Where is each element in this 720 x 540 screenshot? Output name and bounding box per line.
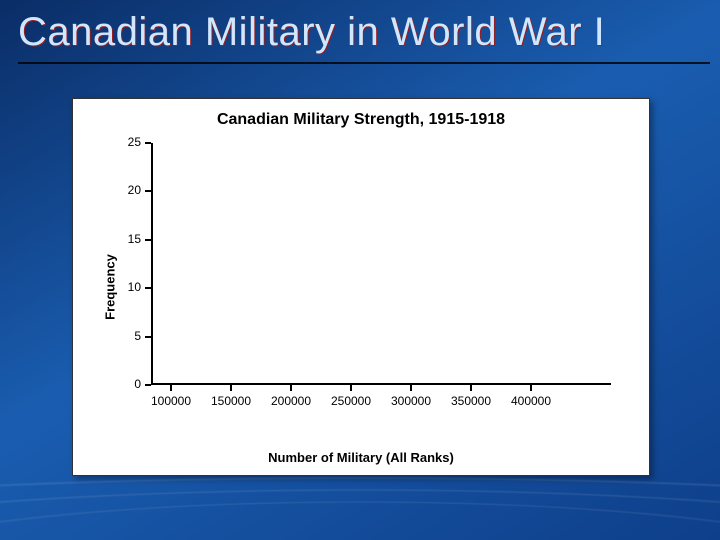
x-axis-label: Number of Military (All Ranks)	[73, 450, 649, 465]
chart-card: Canadian Military Strength, 1915-1918 Fr…	[72, 98, 650, 476]
x-tick	[350, 385, 352, 391]
x-tick-label: 150000	[205, 394, 257, 408]
x-tick-label: 100000	[145, 394, 197, 408]
y-tick	[145, 336, 151, 338]
y-tick	[145, 190, 151, 192]
slide-title-text: Canadian Military in World War I	[18, 10, 605, 54]
x-tick	[230, 385, 232, 391]
bar	[471, 182, 531, 385]
slide-title: Canadian Military in World War I	[18, 10, 702, 55]
x-tick-label: 350000	[445, 394, 497, 408]
y-tick-label: 0	[134, 377, 141, 391]
x-tick	[530, 385, 532, 391]
x-tick	[470, 385, 472, 391]
slide-root: Canadian Military in World War I Canadia…	[0, 0, 720, 540]
y-tick-label: 5	[134, 329, 141, 343]
x-tick	[170, 385, 172, 391]
title-underline	[18, 62, 710, 64]
x-tick	[410, 385, 412, 391]
bars-layer	[151, 143, 611, 385]
bar	[171, 337, 231, 385]
bar	[411, 327, 471, 385]
x-tick-label: 200000	[265, 394, 317, 408]
y-tick-label: 25	[128, 135, 141, 149]
plot-area: 0510152025100000150000200000250000300000…	[151, 143, 611, 385]
x-tick-label: 400000	[505, 394, 557, 408]
bar	[231, 346, 291, 385]
y-axis	[151, 143, 153, 385]
chart-title: Canadian Military Strength, 1915-1918	[73, 111, 649, 129]
y-tick	[145, 287, 151, 289]
bar	[291, 356, 351, 385]
bar	[531, 317, 591, 385]
y-tick	[145, 384, 151, 386]
y-axis-label: Frequency	[102, 254, 117, 320]
x-axis	[151, 383, 611, 385]
y-tick	[145, 142, 151, 144]
x-tick-label: 300000	[385, 394, 437, 408]
x-tick	[290, 385, 292, 391]
y-tick-label: 15	[128, 232, 141, 246]
y-tick-label: 20	[128, 183, 141, 197]
y-tick-label: 10	[128, 280, 141, 294]
y-tick	[145, 239, 151, 241]
x-tick-label: 250000	[325, 394, 377, 408]
